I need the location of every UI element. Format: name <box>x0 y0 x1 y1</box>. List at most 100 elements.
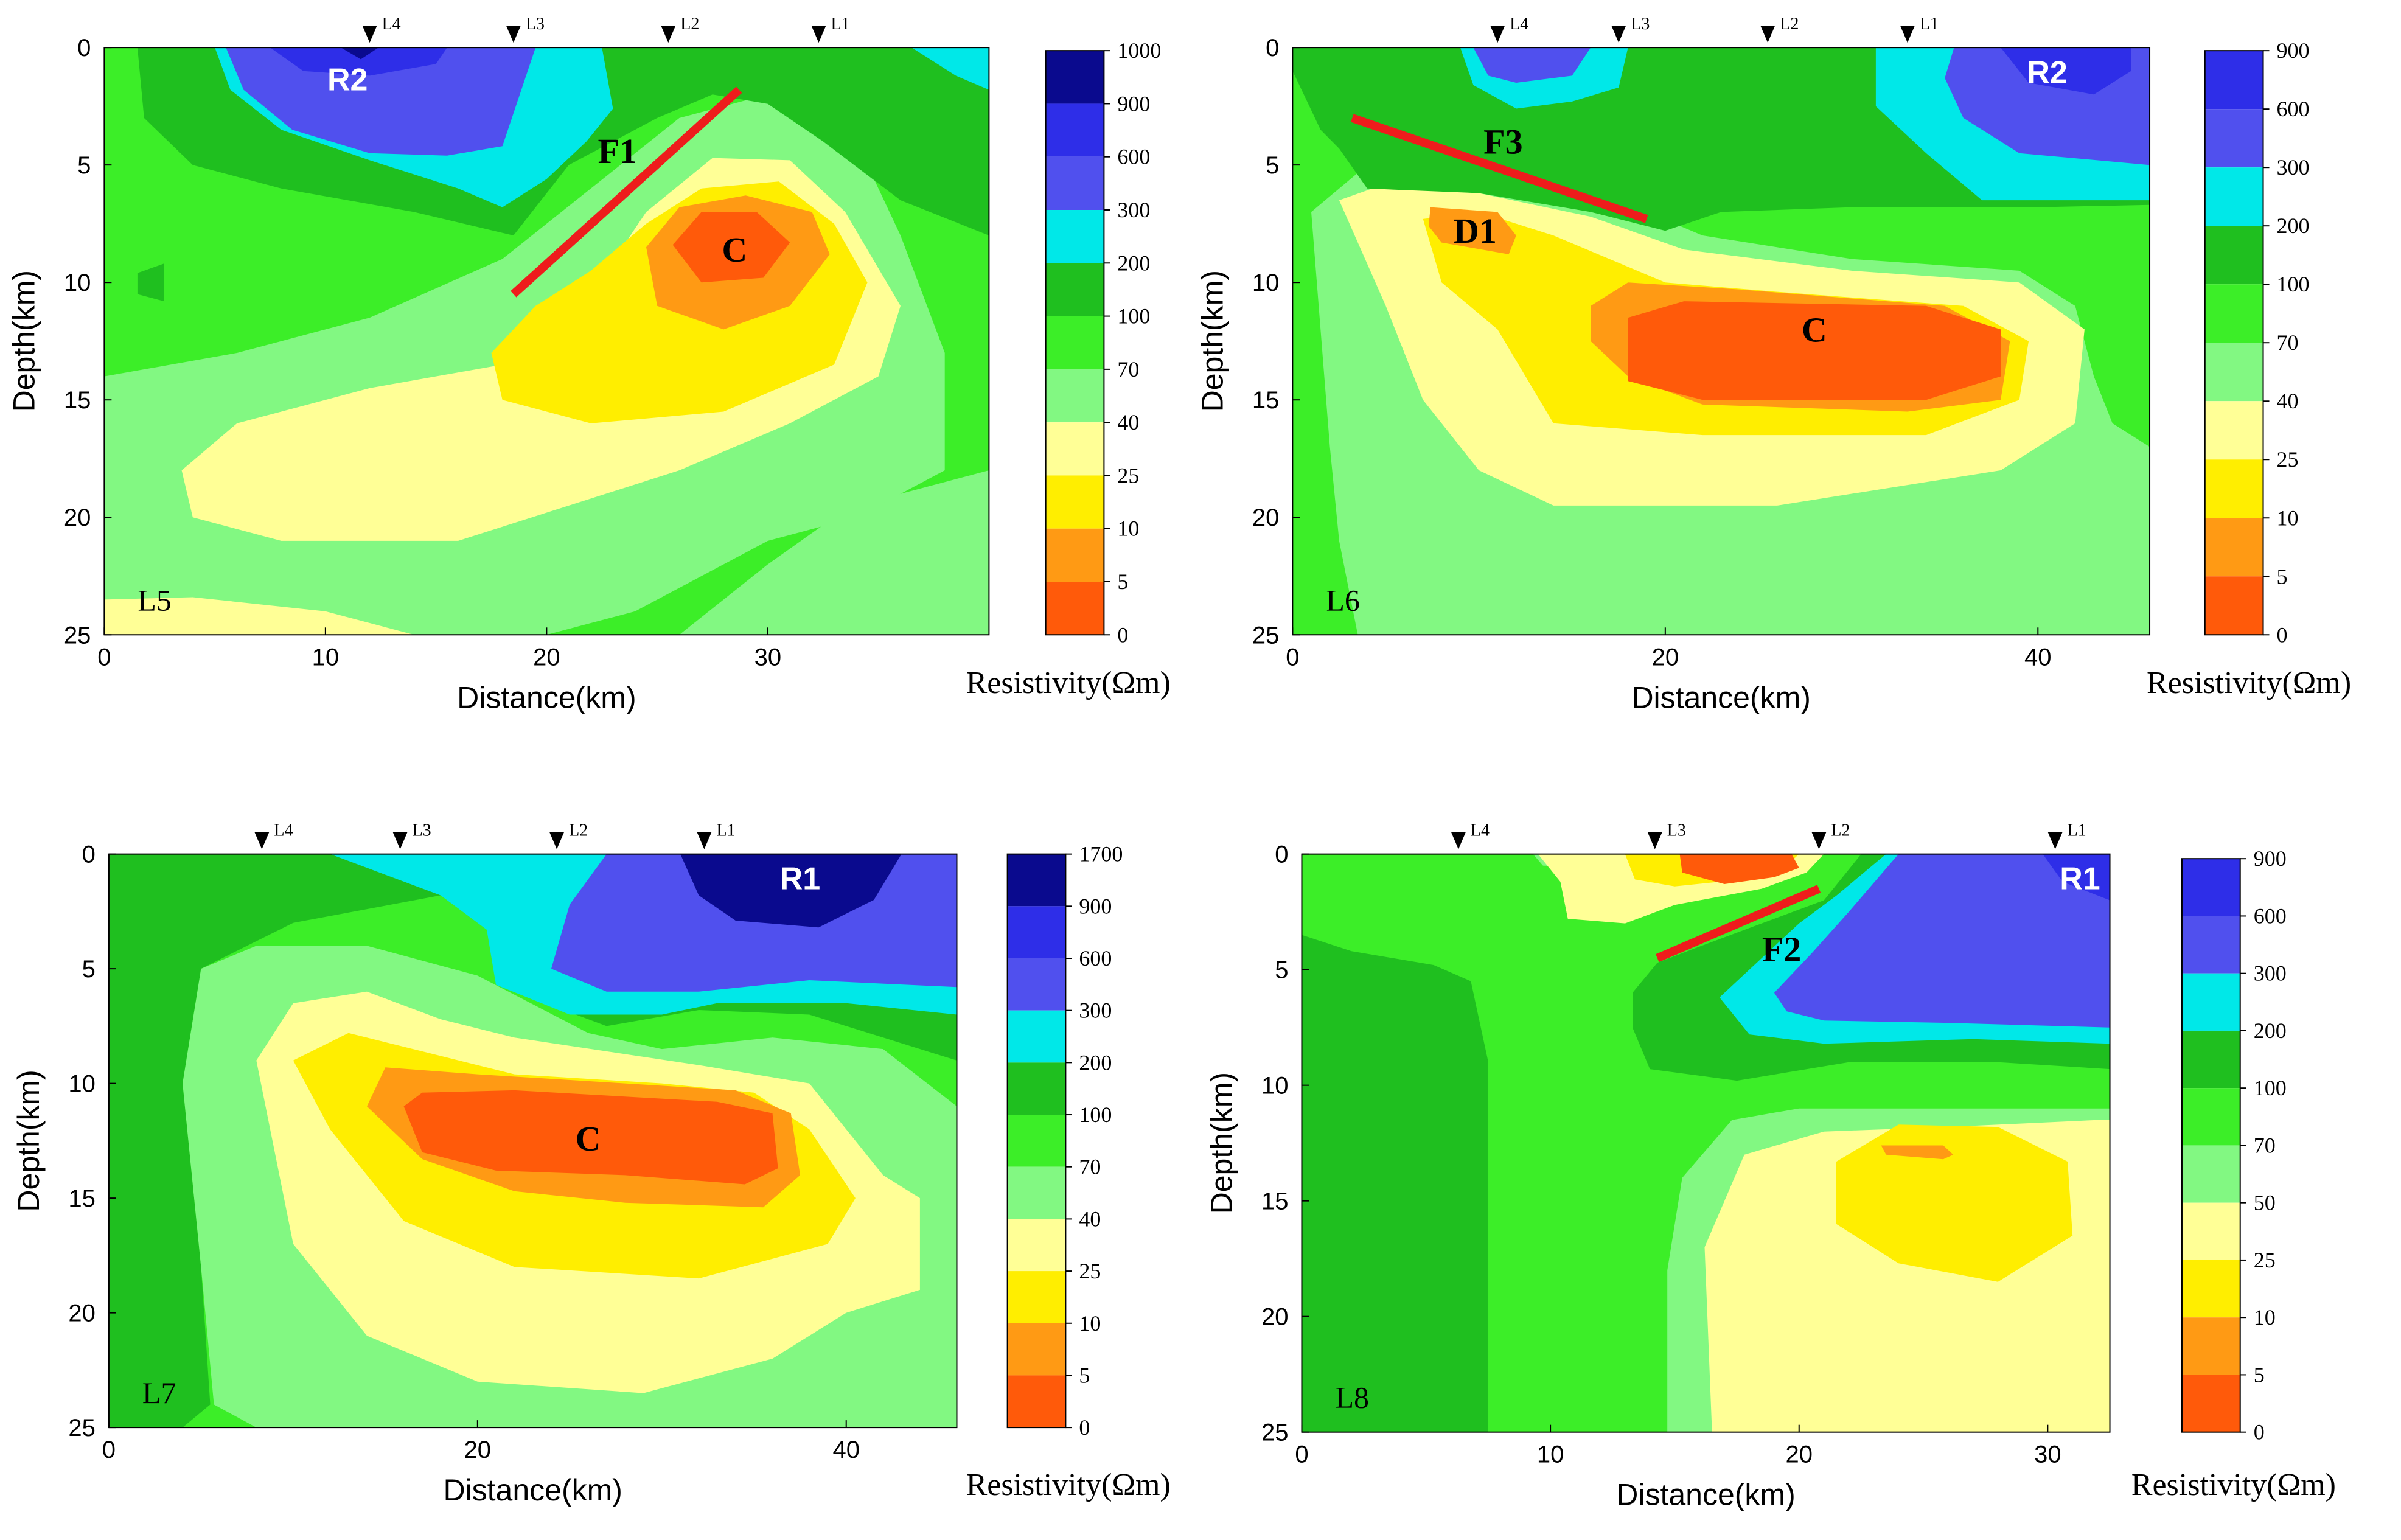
colorbar-band <box>2181 859 2240 916</box>
survey-line-label: L8 <box>1335 1381 1369 1415</box>
station-label: L4 <box>1510 15 1528 33</box>
panel-L7: 0 20 40 0 5 10 15 20 25 Distance(km) Depth(km) L7 L4… <box>12 821 1171 1507</box>
anomaly-label-f2: F2 <box>1762 929 1801 969</box>
colorbar-tick-label: 10 <box>1117 517 1139 541</box>
colorbar-band <box>1045 316 1104 369</box>
colorbar-tick-label: 25 <box>2254 1248 2276 1272</box>
station-marker <box>811 26 826 43</box>
y-tick-label: 15 <box>1261 1188 1289 1215</box>
colorbar-band <box>2181 916 2240 974</box>
colorbar-band <box>2204 343 2263 402</box>
colorbar-tick-label: 900 <box>2277 38 2310 63</box>
colorbar-band <box>1007 1115 1066 1167</box>
x-tick-label: 0 <box>102 1437 116 1463</box>
colorbar-band <box>2181 1317 2240 1375</box>
y-tick-label: 25 <box>64 622 91 649</box>
x-tick-label: 20 <box>464 1437 492 1463</box>
anomaly-label-f3: F3 <box>1483 122 1522 162</box>
colorbar-band <box>1045 528 1104 582</box>
resistivity-contours <box>1302 854 2110 1432</box>
x-tick-label: 0 <box>1286 644 1299 671</box>
station-marker <box>697 832 712 849</box>
colorbar-tick-label: 200 <box>1117 251 1150 275</box>
colorbar-tick-label: 300 <box>2277 155 2310 179</box>
x-tick-label: 10 <box>1537 1441 1564 1468</box>
y-tick-label: 5 <box>1275 957 1288 984</box>
contour-zone-1 <box>679 470 989 635</box>
station-label: L4 <box>382 15 401 33</box>
resistivity-contours <box>108 854 957 1428</box>
x-tick-label: 10 <box>312 644 340 671</box>
colorbar-frame <box>1006 853 1067 1429</box>
anomaly-label-d1: D1 <box>1454 211 1497 251</box>
colorbar-band <box>1007 1323 1066 1376</box>
colorbar-band <box>1007 958 1066 1011</box>
colorbar-band <box>2204 51 2263 110</box>
station-label: L2 <box>1780 15 1799 33</box>
colorbar-band <box>1007 1219 1066 1272</box>
plot-frame <box>1301 853 2111 1433</box>
colorbar-tick-label: 300 <box>1079 998 1112 1023</box>
colorbar-band <box>1045 51 1104 104</box>
colorbar-band <box>1045 422 1104 476</box>
station-marker <box>1811 832 1827 849</box>
y-tick-label: 25 <box>68 1415 96 1441</box>
x-axis-title: Distance(km) <box>457 680 636 714</box>
station-marker <box>506 26 521 43</box>
x-tick-label: 20 <box>1652 644 1679 671</box>
colorbar-tick-label: 5 <box>1079 1363 1090 1387</box>
colorbar-band <box>2181 1202 2240 1260</box>
y-tick-label: 15 <box>64 387 91 414</box>
contour-zone-10 <box>680 854 902 928</box>
colorbar-tick-label: 900 <box>2254 846 2287 871</box>
y-tick-label: 5 <box>77 152 91 179</box>
colorbar-band <box>2204 576 2263 635</box>
panel-L8: 0 10 20 300510152025Distance(km)Depth(km)L8… <box>1204 821 2336 1512</box>
colorbar-tick-label: 100 <box>1117 304 1150 329</box>
colorbar-tick-label: 600 <box>1117 145 1150 169</box>
colorbar-band <box>2204 284 2263 343</box>
anomaly-label-r1: R1 <box>2060 862 2100 897</box>
anomaly-label-r1: R1 <box>780 861 820 896</box>
colorbar-tick-label: 40 <box>1079 1207 1101 1231</box>
colorbar-tick-label: 900 <box>1079 894 1112 918</box>
station-marker <box>1647 832 1662 849</box>
colorbar-band <box>1007 1010 1066 1063</box>
station-label: L4 <box>274 821 293 840</box>
colorbar-tick-label: 200 <box>1079 1050 1112 1075</box>
station-label: L1 <box>1920 15 1939 33</box>
colorbar-band <box>2181 973 2240 1031</box>
colorbar-band <box>1007 1166 1066 1219</box>
colorbar-band <box>1045 369 1104 423</box>
station-label: L2 <box>1831 821 1850 840</box>
x-axis-title: Distance(km) <box>1631 680 1810 714</box>
survey-line-label: L6 <box>1326 583 1360 617</box>
colorbar-tick-label: 600 <box>2254 904 2287 928</box>
x-tick-label: 40 <box>2024 644 2052 671</box>
colorbar-band <box>1045 210 1104 263</box>
colorbar-tick-label: 900 <box>1117 91 1150 116</box>
colorbar-title: Resistivity(Ωm) <box>966 666 1171 700</box>
contour-zone-5 <box>1881 1145 1954 1160</box>
y-tick-label: 10 <box>1261 1073 1289 1099</box>
station-marker <box>2047 832 2063 849</box>
contour-zone-14 <box>341 47 379 60</box>
fault-line <box>511 86 742 298</box>
y-tick-label: 10 <box>1252 270 1280 296</box>
colorbar-tick-label: 40 <box>1117 410 1139 434</box>
anomaly-label-f1: F1 <box>598 131 636 171</box>
y-tick-label: 20 <box>1252 504 1280 531</box>
colorbar-frame <box>1045 50 1105 636</box>
x-axis-title: Distance(km) <box>443 1473 622 1507</box>
contour-zone-3 <box>104 597 414 635</box>
colorbar-tick-label: 50 <box>2254 1191 2276 1215</box>
station-marker <box>254 832 270 849</box>
resistivity-contours <box>104 47 989 635</box>
colorbar-band <box>2204 401 2263 460</box>
colorbar-tick-label: 5 <box>2254 1362 2265 1387</box>
colorbar-tick-label: 1700 <box>1079 842 1123 866</box>
colorbar-band <box>2181 1030 2240 1089</box>
fault-line <box>1351 114 1648 223</box>
contour-zone-6 <box>1428 207 1516 254</box>
survey-line-label: L5 <box>138 583 172 617</box>
